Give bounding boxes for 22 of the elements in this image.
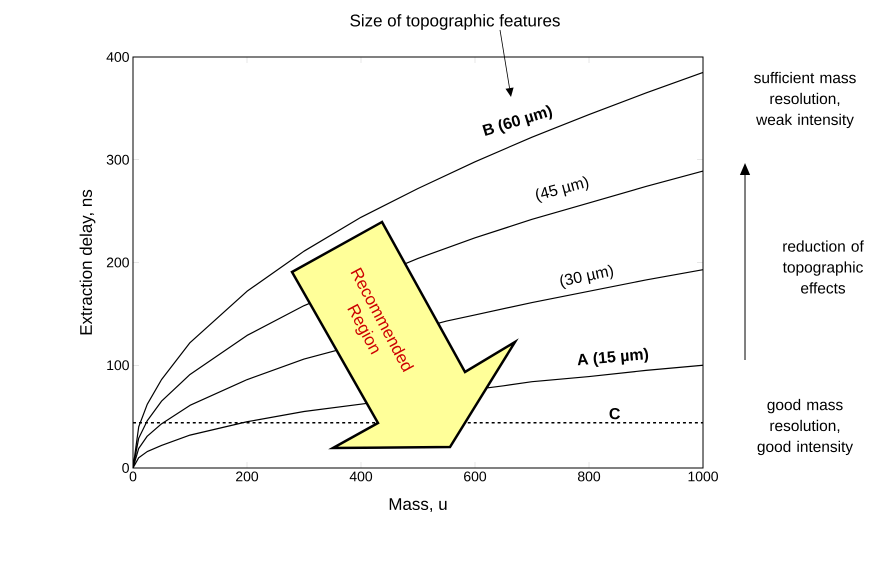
text: (30 µm) [560, 264, 614, 290]
text: Size of topographic features [350, 14, 560, 30]
ref-line-label: C [610, 408, 620, 420]
y-axis-title: Extraction delay, ns [80, 190, 96, 334]
text: sufficient mass resolution, weak intensity [754, 72, 856, 128]
x-tick-label: 800 [578, 472, 600, 482]
text: good mass resolution, good intensity [758, 398, 854, 456]
y-tick-label: 300 [106, 154, 129, 165]
x-tick-label: 400 [350, 472, 372, 482]
series-label: A (15 µm) [578, 348, 648, 367]
y-tick-label: 200 [106, 258, 129, 268]
x-tick-label: 0 [130, 472, 136, 482]
y-tick-label: 100 [107, 360, 129, 370]
x-tick-label: 600 [464, 472, 486, 482]
text: (45 µm) [536, 176, 588, 203]
text: reduction of topographic effects [782, 240, 864, 294]
x-tick-label: 200 [236, 472, 258, 482]
y-tick-label: 400 [106, 52, 129, 62]
y-tick-label: 0 [122, 463, 129, 473]
x-tick-label: 1000 [688, 472, 718, 482]
x-axis-title: Mass, u [390, 498, 447, 512]
legend-label: B (60 µm) [482, 105, 552, 136]
